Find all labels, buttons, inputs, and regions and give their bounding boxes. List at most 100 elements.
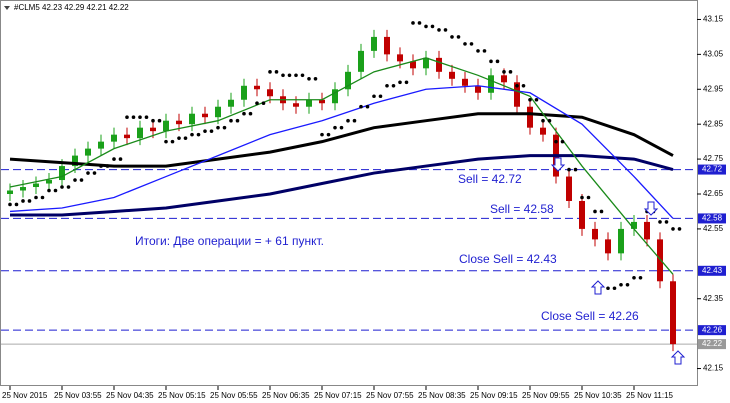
candle-body bbox=[397, 54, 403, 62]
sar-dot bbox=[469, 42, 474, 46]
candle-body bbox=[527, 106, 533, 128]
candle-body bbox=[202, 113, 208, 118]
sar-dot bbox=[229, 118, 233, 123]
sar-dot bbox=[463, 42, 467, 46]
x-tick-label: 25 Nov 04:35 bbox=[106, 391, 154, 400]
sar-dot bbox=[658, 220, 662, 224]
candle-body bbox=[176, 120, 182, 125]
x-tick-label: 25 Nov 07:15 bbox=[314, 391, 362, 400]
sell-arrow bbox=[550, 157, 566, 172]
sar-dot bbox=[495, 59, 500, 64]
candle-body bbox=[163, 120, 169, 132]
annotation: Sell = 42.72 bbox=[458, 172, 522, 186]
close-arrow bbox=[670, 350, 686, 365]
sar-dot bbox=[14, 202, 19, 207]
moving-average bbox=[10, 154, 674, 217]
sar-dot bbox=[287, 73, 292, 78]
annotation: Close Sell = 42.43 bbox=[459, 252, 557, 266]
candle-body bbox=[657, 239, 663, 282]
sar-dot bbox=[580, 195, 584, 200]
sar-dot bbox=[333, 125, 337, 130]
x-tick-label: 25 Nov 07:55 bbox=[366, 391, 414, 400]
sar-dot bbox=[21, 199, 25, 203]
x-tick-label: 25 Nov 11:15 bbox=[626, 391, 674, 400]
candle-body bbox=[124, 134, 130, 139]
sar-dot bbox=[677, 227, 682, 231]
sar-dot bbox=[8, 202, 12, 207]
sar-dot bbox=[118, 157, 123, 161]
candle-body bbox=[436, 57, 442, 72]
level-label: 42.43 bbox=[702, 266, 723, 275]
sar-dot bbox=[528, 97, 532, 102]
sar-dot bbox=[73, 178, 77, 182]
sar-dot bbox=[281, 73, 285, 78]
candle-body bbox=[644, 221, 650, 240]
candle-body bbox=[592, 228, 598, 240]
sar-dot bbox=[547, 118, 552, 123]
x-tick-label: 25 Nov 03:55 bbox=[54, 391, 102, 400]
sar-dot bbox=[164, 139, 168, 144]
sar-dot bbox=[404, 80, 409, 85]
sar-dot bbox=[86, 171, 90, 175]
sar-dot bbox=[190, 132, 194, 137]
candle-body bbox=[605, 239, 611, 254]
sar-dot bbox=[411, 21, 415, 25]
sar-dot bbox=[424, 24, 428, 29]
y-tick-label: 42.95 bbox=[703, 84, 724, 93]
candle-body bbox=[618, 228, 624, 254]
sar-dot bbox=[664, 220, 669, 224]
candle-body bbox=[566, 176, 572, 201]
sar-dot bbox=[359, 104, 363, 109]
candle-body bbox=[46, 180, 52, 184]
sar-dot bbox=[437, 28, 441, 32]
candle-body bbox=[488, 75, 494, 93]
sar-dot bbox=[632, 275, 636, 280]
sar-dot bbox=[105, 164, 110, 168]
chart-title: #CLM5 42.23 42.29 42.21 42.22 bbox=[14, 3, 129, 12]
sar-dot bbox=[112, 157, 116, 161]
sar-dot bbox=[47, 188, 51, 193]
candle-body bbox=[241, 85, 247, 100]
sar-dot bbox=[456, 35, 461, 39]
sar-dot bbox=[346, 118, 350, 123]
sar-dot bbox=[242, 111, 246, 116]
sar-dot bbox=[489, 59, 493, 64]
level-label: 42.26 bbox=[702, 325, 723, 334]
candle-body bbox=[462, 78, 468, 86]
sar-dot bbox=[372, 94, 376, 99]
candle-body bbox=[33, 183, 39, 188]
moving-average bbox=[9, 57, 674, 275]
candle-body bbox=[254, 85, 260, 90]
candle-body bbox=[59, 166, 65, 181]
candle-body bbox=[501, 75, 507, 83]
sar-dot bbox=[599, 209, 604, 214]
sar-dot bbox=[203, 129, 207, 133]
sar-dot bbox=[515, 83, 519, 88]
candle-body bbox=[7, 190, 13, 194]
y-tick-label: 42.35 bbox=[703, 294, 724, 303]
y-tick-label: 42.55 bbox=[703, 224, 724, 233]
x-tick-label: 25 Nov 05:55 bbox=[210, 391, 258, 400]
y-tick-label: 42.85 bbox=[703, 119, 724, 128]
sar-dot bbox=[417, 21, 422, 25]
sar-dot bbox=[476, 49, 480, 53]
level-label: 42.58 bbox=[702, 214, 723, 223]
sar-dot bbox=[482, 49, 487, 53]
sar-dot bbox=[320, 132, 324, 137]
candle-body bbox=[345, 71, 351, 90]
sar-dot bbox=[92, 171, 97, 175]
sar-dot bbox=[196, 132, 201, 137]
sar-dot bbox=[612, 286, 617, 291]
annotation: Sell = 42.58 bbox=[490, 202, 554, 216]
sar-dot bbox=[53, 188, 58, 193]
sar-dot bbox=[274, 70, 279, 74]
candle-body bbox=[306, 99, 312, 107]
sar-dot bbox=[541, 118, 545, 123]
sar-dot bbox=[79, 178, 84, 182]
sar-dot bbox=[638, 275, 643, 280]
x-tick-label: 25 Nov 05:15 bbox=[158, 391, 206, 400]
candle-body bbox=[215, 106, 221, 118]
candle-body bbox=[111, 134, 117, 142]
sar-dot bbox=[34, 195, 38, 200]
